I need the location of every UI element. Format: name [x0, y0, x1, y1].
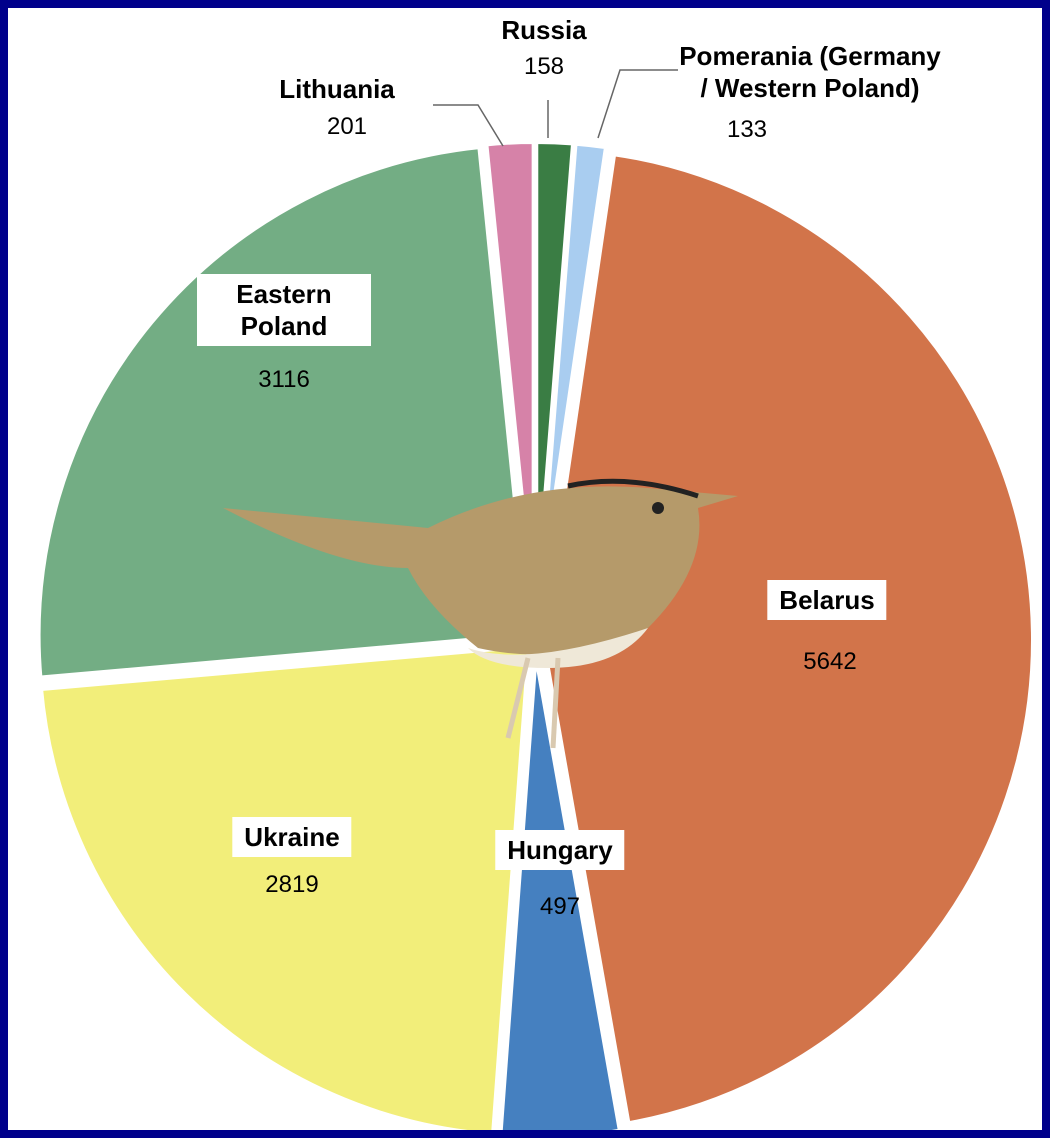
- chart: Russia 158 Pomerania (Germany / Western Po…: [0, 0, 1050, 1138]
- pie-chart: [8, 8, 1042, 1130]
- slice-label: Pomerania (Germany / Western Poland): [675, 40, 945, 104]
- value-label: 158: [524, 53, 564, 81]
- slice-label: Ukraine: [232, 817, 351, 857]
- value-label: 3116: [258, 366, 310, 394]
- slice-label: Hungary: [495, 830, 624, 870]
- leader-line: [598, 70, 678, 138]
- slice-label: Russia: [501, 14, 586, 46]
- slice-label: Lithuania: [279, 73, 395, 105]
- slice-label: Eastern Poland: [197, 274, 371, 346]
- slice-label: Belarus: [767, 580, 886, 620]
- value-label: 133: [727, 116, 767, 144]
- value-label: 201: [327, 113, 367, 141]
- value-label: 5642: [803, 648, 856, 676]
- value-label: 497: [540, 893, 580, 921]
- value-label: 2819: [265, 871, 318, 899]
